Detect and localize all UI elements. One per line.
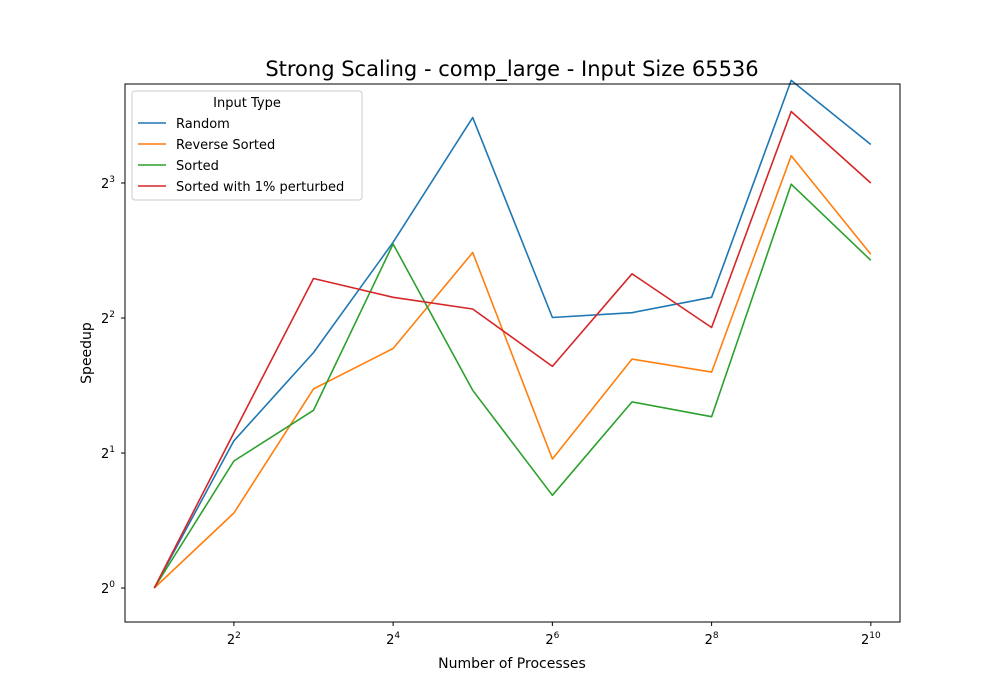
y-axis-label: Speedup bbox=[79, 322, 95, 384]
chart-title: Strong Scaling - comp_large - Input Size… bbox=[265, 57, 758, 82]
x-axis-label: Number of Processes bbox=[438, 656, 586, 672]
legend-label: Random bbox=[176, 117, 230, 132]
plot-frame bbox=[124, 83, 901, 623]
legend-label: Sorted with 1% perturbed bbox=[176, 180, 344, 195]
legend: Input Type Random Reverse Sorted Sorted Sor… bbox=[131, 90, 363, 201]
series-line-2 bbox=[153, 183, 872, 589]
legend-label: Sorted bbox=[176, 159, 219, 174]
plot-area bbox=[153, 79, 872, 589]
legend-box bbox=[131, 90, 363, 201]
legend-label: Reverse Sorted bbox=[176, 138, 275, 153]
series-line-1 bbox=[153, 155, 872, 589]
series-line-0 bbox=[153, 79, 872, 589]
series-line-3 bbox=[153, 110, 872, 589]
legend-title: Input Type bbox=[213, 96, 281, 111]
